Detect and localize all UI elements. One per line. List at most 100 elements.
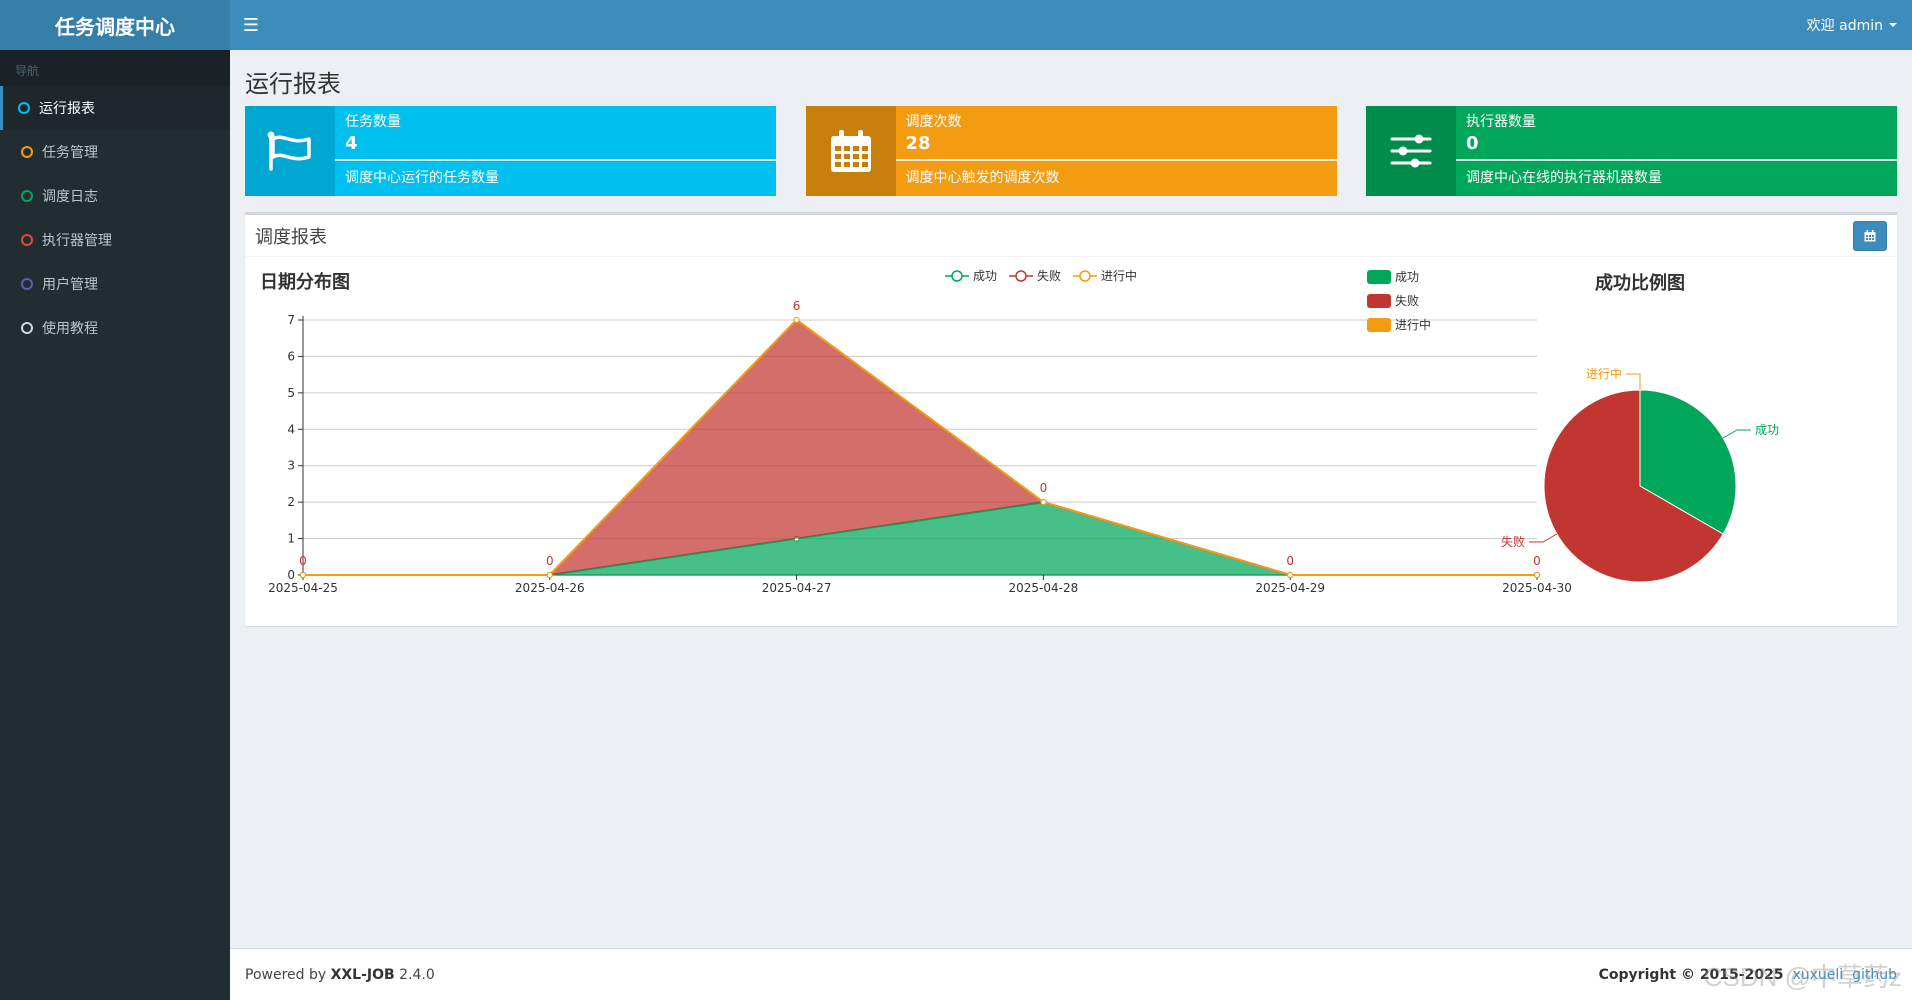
footer-powered: Powered by XXL-JOB 2.4.0 — [245, 967, 435, 983]
info-label: 调度次数 — [905, 114, 962, 130]
pie-label: 成功 — [1755, 423, 1779, 437]
pie-slice-成功 — [1639, 389, 1737, 535]
sidebar-item-0[interactable]: 运行报表 — [0, 86, 230, 130]
x-tick-label: 2025-04-28 — [1009, 581, 1079, 595]
top-navbar: ☰ 欢迎 admin — [230, 0, 1912, 50]
sidebar-item-label: 用户管理 — [42, 277, 98, 293]
point-进行中 — [1040, 499, 1047, 506]
footer-link-xuxueli[interactable]: xuxueli — [1792, 966, 1844, 983]
line-进行中 — [303, 318, 1537, 576]
sidebar-item-1[interactable]: 任务管理 — [0, 130, 230, 174]
info-box-trigger-count: 调度次数 28 调度中心触发的调度次数 — [805, 106, 1337, 196]
point-进行中 — [793, 317, 800, 323]
x-tick-label: 2025-04-29 — [1255, 581, 1325, 595]
info-progress-bar — [1456, 159, 1897, 161]
info-box-executor-count: 执行器数量 0 调度中心在线的执行器机器数量 — [1366, 106, 1897, 196]
footer-version: 2.4.0 — [394, 966, 435, 983]
area-成功 — [303, 502, 1537, 575]
data-label: 0 — [1533, 554, 1541, 568]
watermark: CSDN @中草药z — [1703, 962, 1902, 992]
circle-icon — [21, 278, 33, 290]
y-tick-label: 4 — [287, 422, 295, 436]
sidebar-item-3[interactable]: 执行器管理 — [0, 218, 230, 262]
panel-title: 调度报表 — [255, 226, 327, 248]
pie-label: 进行中 — [1586, 366, 1622, 381]
data-label: 0 — [1286, 554, 1294, 568]
charts-area: 日期分布图 0 1 2 3 4 5 6 7 2025-04-25 2025-04-26 2025-04… — [245, 260, 1897, 620]
info-body: 执行器数量 0 调度中心在线的执行器机器数量 — [1456, 106, 1897, 196]
info-number: 4 — [345, 133, 358, 154]
sidebar-item-label: 调度日志 — [42, 189, 98, 205]
x-tick-label: 2025-04-26 — [515, 581, 585, 595]
legend-swatch — [1367, 318, 1391, 332]
data-label: 0 — [299, 554, 307, 568]
legend-swatch — [1367, 294, 1391, 308]
caret-down-icon — [1889, 23, 1897, 27]
point-进行中 — [546, 572, 553, 578]
hamburger-icon: ☰ — [242, 14, 260, 36]
footer-link-github[interactable]: github — [1852, 966, 1897, 983]
info-number: 28 — [905, 133, 931, 154]
info-description: 调度中心触发的调度次数 — [905, 170, 1060, 186]
info-body: 调度次数 28 调度中心触发的调度次数 — [895, 106, 1337, 196]
data-label: 0 — [546, 554, 554, 568]
sidebar-item-4[interactable]: 用户管理 — [0, 262, 230, 306]
area-chart-title: 日期分布图 — [260, 271, 350, 293]
info-box-task-count: 任务数量 4 调度中心运行的任务数量 — [245, 106, 776, 196]
legend-label: 失败 — [1395, 293, 1419, 308]
sliders-icon — [1390, 134, 1432, 168]
legend-marker — [1079, 270, 1091, 282]
legend-label: 进行中 — [1101, 268, 1137, 283]
y-tick-label: 1 — [287, 532, 295, 546]
app-logo[interactable]: 任务调度中心 — [0, 0, 230, 50]
report-panel: 调度报表 日期分布图 0 1 2 3 4 5 6 7 2025-04-25 2025-04-26 20… — [245, 212, 1897, 626]
welcome-text: 欢迎 admin — [1806, 18, 1883, 34]
pie-label: 失败 — [1501, 534, 1525, 549]
pie-leader-line — [1722, 429, 1751, 439]
info-body: 任务数量 4 调度中心运行的任务数量 — [335, 106, 776, 196]
footer-copyright: Copyright © 2015-2025 xuxueli github — [1599, 967, 1897, 983]
pie-chart-title: 成功比例图 — [1595, 272, 1685, 294]
y-tick-label: 6 — [287, 349, 295, 363]
legend-marker — [951, 270, 963, 282]
sidebar-item-label: 任务管理 — [42, 145, 98, 161]
sidebar-item-2[interactable]: 调度日志 — [0, 174, 230, 218]
sidebar-item-label: 执行器管理 — [42, 233, 112, 249]
info-box-row: 任务数量 4 调度中心运行的任务数量 — [245, 106, 1897, 196]
legend-marker — [1015, 270, 1027, 282]
date-filter-button[interactable] — [1853, 220, 1887, 251]
info-icon-box — [805, 106, 896, 196]
circle-icon — [18, 102, 30, 114]
circle-icon — [21, 190, 33, 202]
legend-label: 成功 — [973, 269, 997, 283]
panel-header: 调度报表 — [245, 215, 1897, 257]
sidebar-item-label: 运行报表 — [39, 101, 95, 117]
info-icon-box — [1366, 106, 1456, 196]
y-tick-label: 5 — [287, 386, 295, 400]
sidebar-toggle-button[interactable]: ☰ — [230, 0, 272, 50]
point-进行中 — [1287, 572, 1294, 578]
y-tick-label: 2 — [287, 495, 295, 509]
info-label: 任务数量 — [345, 114, 401, 130]
y-tick-label: 7 — [287, 313, 295, 327]
footer-powered-prefix: Powered by — [245, 966, 331, 983]
user-menu[interactable]: 欢迎 admin — [1807, 15, 1912, 35]
x-tick-label: 2025-04-25 — [268, 581, 338, 595]
page-title: 运行报表 — [245, 70, 341, 98]
footer-copyright-text: Copyright © 2015-2025 — [1598, 966, 1784, 983]
x-tick-label: 2025-04-30 — [1502, 581, 1572, 595]
sidebar-item-5[interactable]: 使用教程 — [0, 306, 230, 350]
pie-leader-line — [1529, 533, 1558, 543]
circle-icon — [21, 146, 33, 158]
info-progress-bar — [895, 159, 1337, 161]
pie-leader-line — [1626, 373, 1641, 390]
footer-product: XXL-JOB — [330, 966, 395, 983]
info-icon-box — [245, 106, 335, 196]
info-description: 调度中心在线的执行器机器数量 — [1466, 170, 1662, 186]
sidebar: 任务调度中心 导航 运行报表 任务管理 调度日志 执行器管理 用户管理 使用教程 — [0, 0, 230, 1000]
flag-icon — [267, 131, 311, 171]
y-tick-label: 3 — [287, 459, 295, 473]
info-description: 调度中心运行的任务数量 — [345, 170, 499, 186]
legend-label: 进行中 — [1395, 317, 1431, 332]
